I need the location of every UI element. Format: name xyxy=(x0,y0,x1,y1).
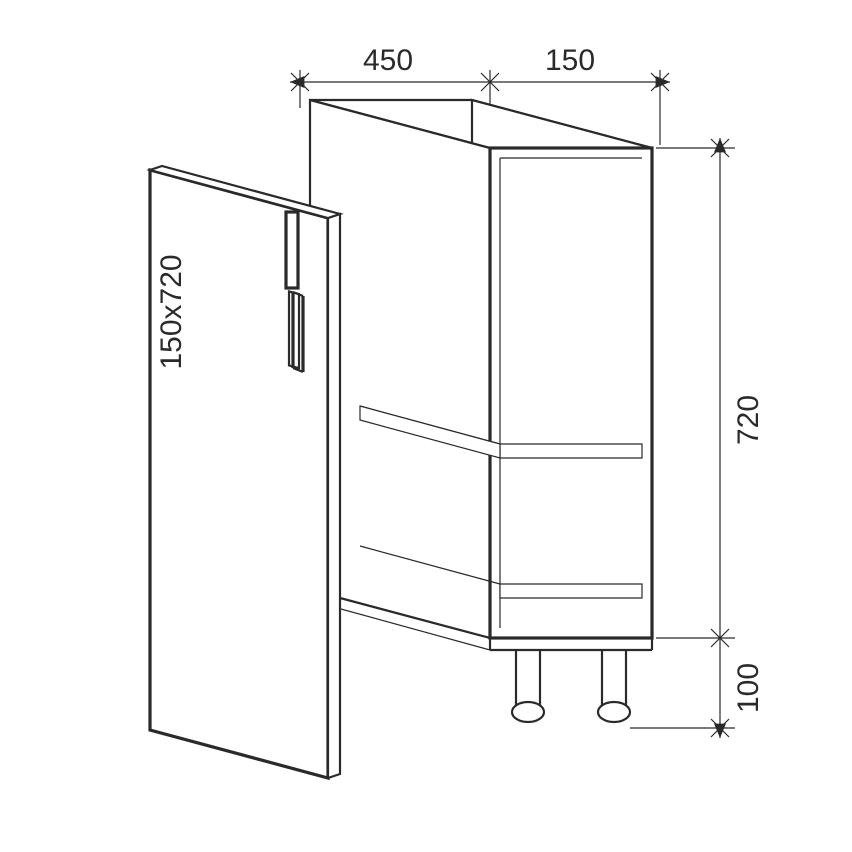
dim-height-label: 720 xyxy=(732,395,765,445)
dim-base-label: 100 xyxy=(732,663,765,713)
cabinet-diagram: 450 150 720 100 150x720 xyxy=(0,0,852,852)
door-handle-icon xyxy=(286,212,298,288)
dim-depth-label: 450 xyxy=(363,44,413,77)
cabinet-legs xyxy=(512,650,630,722)
dim-width-label: 150 xyxy=(545,44,595,77)
dim-door-label: 150x720 xyxy=(155,254,188,369)
cabinet-body xyxy=(310,100,652,722)
